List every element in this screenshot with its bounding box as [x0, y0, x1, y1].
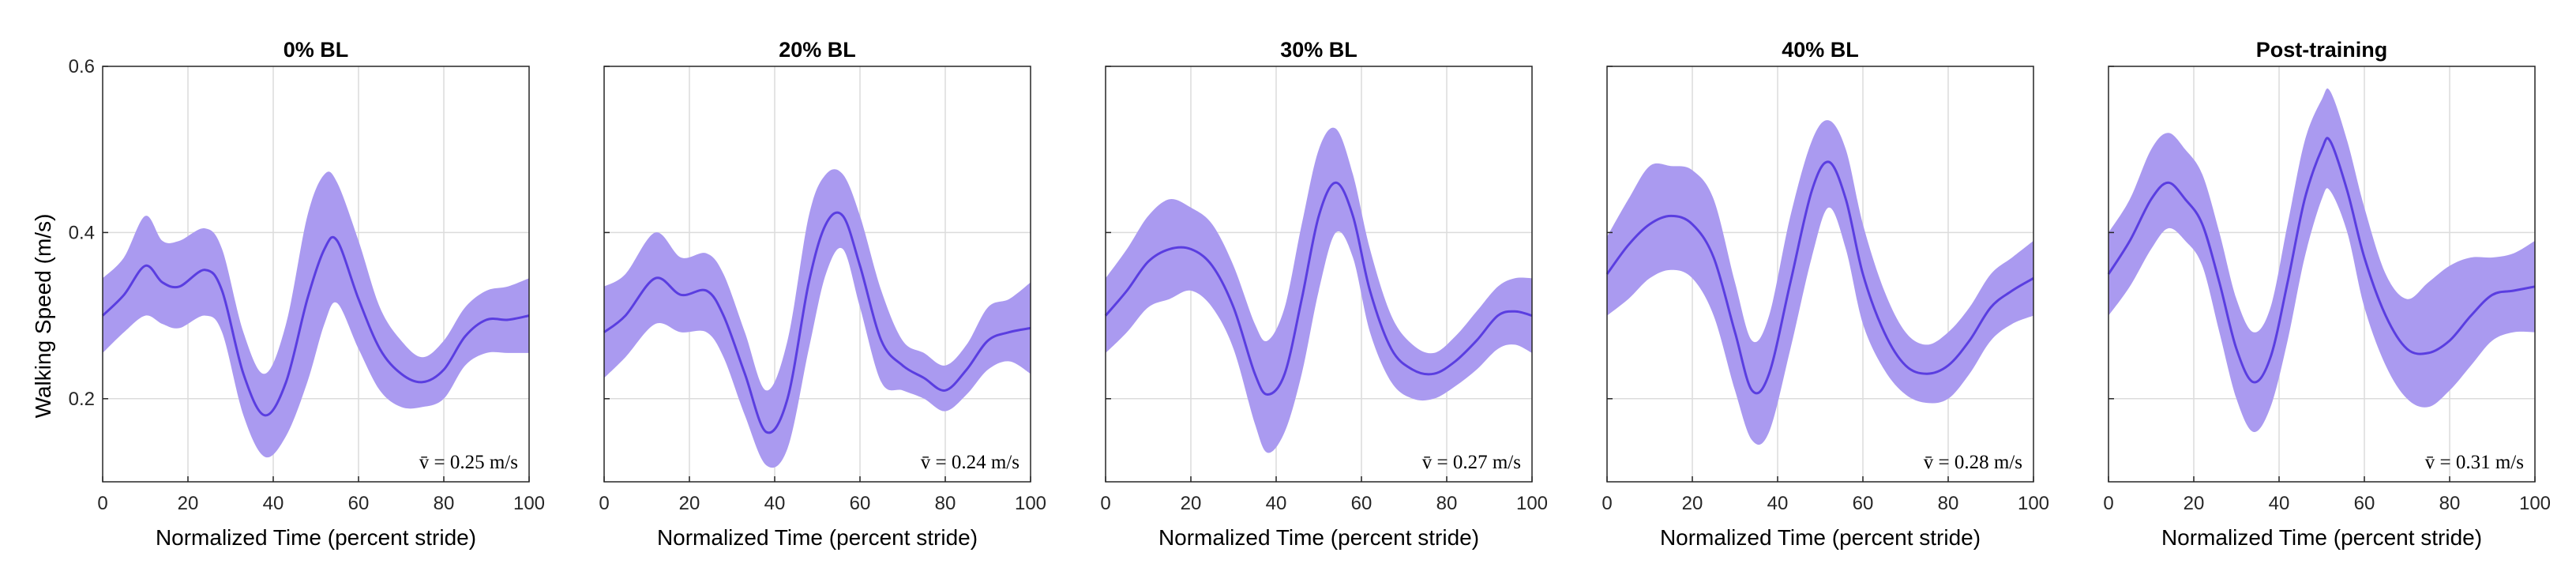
x-tick-label: 20: [2184, 493, 2205, 514]
x-tick-label: 100: [1015, 493, 1046, 514]
x-tick-label: 40: [1767, 493, 1789, 514]
x-axis-label: Normalized Time (percent stride): [1158, 525, 1479, 550]
mean-line: [1605, 160, 2034, 395]
x-tick-label: 0: [2103, 493, 2113, 514]
y-tick-label: 0.6: [69, 56, 95, 77]
x-tick-label: 20: [178, 493, 199, 514]
panel-1: 0 20 40 60 80 100 0.2 0.4 0.6 0% BL v̄ = 0.25 m/s N…: [69, 38, 545, 550]
x-tick-label: 20: [679, 493, 700, 514]
x-tick-label: 60: [1351, 493, 1372, 514]
x-tick-label: 60: [2354, 493, 2375, 514]
mean-line: [603, 211, 1031, 434]
panel-4: 0 20 40 60 80 100 40% BL v̄ = 0.28 m/s Normalize…: [1602, 38, 2049, 550]
x-tick-label: 0: [1100, 493, 1110, 514]
x-tick-label: 20: [1181, 493, 1202, 514]
x-tick-label: 100: [1516, 493, 1548, 514]
panel-title: 30% BL: [1280, 38, 1357, 62]
x-axis-label: Normalized Time (percent stride): [657, 525, 978, 550]
mean-line: [1104, 181, 1533, 396]
x-tick-label: 60: [850, 493, 871, 514]
std-band: [2108, 88, 2535, 433]
x-tick-label: 100: [513, 493, 545, 514]
std-band: [103, 171, 529, 458]
x-tick-label: 80: [2439, 493, 2461, 514]
x-tick-label: 0: [1602, 493, 1612, 514]
axes-frame: [1105, 66, 1533, 483]
std-band: [1106, 127, 1532, 453]
x-tick-label: 40: [764, 493, 786, 514]
mean-speed-annotation: v̄ = 0.24 m/s: [921, 452, 1020, 473]
panel-3: 0 20 40 60 80 100 30% BL v̄ = 0.27 m/s Normalize…: [1100, 38, 1548, 550]
x-tick-label: 40: [2269, 493, 2290, 514]
x-axis-label: Normalized Time (percent stride): [156, 525, 476, 550]
mean-speed-annotation: v̄ = 0.27 m/s: [1422, 452, 1521, 473]
std-band: [1607, 120, 2033, 445]
panel-2: 0 20 40 60 80 100 20% BL v̄ = 0.24 m/s Normalize…: [599, 38, 1046, 550]
mean-line: [2107, 137, 2536, 384]
x-tick-label: 60: [348, 493, 370, 514]
mean-line: [101, 235, 530, 417]
y-tick-label: 0.4: [69, 222, 95, 243]
x-tick-label: 40: [263, 493, 284, 514]
y-axis-label: Walking Speed (m/s): [31, 214, 55, 419]
axes-frame: [1606, 66, 2034, 483]
panel-title: 20% BL: [779, 38, 856, 62]
x-tick-label: 100: [2018, 493, 2049, 514]
mean-speed-annotation: v̄ = 0.31 m/s: [2425, 452, 2524, 473]
x-tick-label: 20: [1682, 493, 1703, 514]
x-tick-label: 40: [1266, 493, 1287, 514]
x-tick-label: 80: [1436, 493, 1458, 514]
std-band: [604, 169, 1031, 468]
panel-title: 0% BL: [284, 38, 349, 62]
axes-frame: [102, 66, 530, 483]
panel-5: 0 20 40 60 80 100 Post-training v̄ = 0.31 m/s No…: [2103, 38, 2551, 550]
x-tick-label: 0: [97, 493, 107, 514]
mean-speed-annotation: v̄ = 0.28 m/s: [1924, 452, 2022, 473]
mean-speed-annotation: v̄ = 0.25 m/s: [419, 452, 518, 473]
x-axis-label: Normalized Time (percent stride): [2161, 525, 2482, 550]
x-tick-label: 80: [935, 493, 956, 514]
axes-frame: [603, 66, 1031, 483]
panel-title: 40% BL: [1782, 38, 1859, 62]
x-axis-label: Normalized Time (percent stride): [1660, 525, 1981, 550]
x-tick-label: 0: [599, 493, 609, 514]
x-tick-label: 80: [1938, 493, 1959, 514]
x-tick-label: 100: [2519, 493, 2551, 514]
x-tick-label: 80: [434, 493, 455, 514]
axes-frame: [2108, 66, 2536, 483]
y-tick-label: 0.2: [69, 389, 95, 410]
panel-title: Post-training: [2256, 38, 2388, 62]
x-tick-label: 60: [1853, 493, 1874, 514]
